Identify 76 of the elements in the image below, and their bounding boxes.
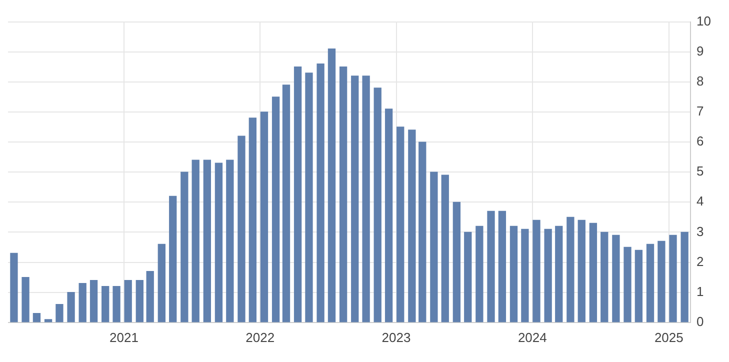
y-tick-label: 4 [696,194,704,209]
bar [418,142,426,322]
bar [464,232,472,322]
bar [180,172,188,322]
y-tick-label: 8 [696,74,704,88]
bar [56,304,64,322]
x-tick-label: 2025 [654,330,684,345]
bar [408,130,416,322]
bar [476,226,484,322]
x-tick-label: 2021 [110,330,138,345]
bar [32,313,41,322]
bar [498,210,506,322]
bar [441,174,449,322]
bar [22,276,30,322]
y-tick-label: 6 [696,134,704,149]
bar [294,66,302,322]
bar [555,226,563,322]
y-tick-label: 9 [696,43,704,58]
bar [146,270,154,322]
bar [680,232,688,322]
bar [612,234,620,322]
bar [124,280,132,322]
bar [328,48,336,322]
bar [316,64,324,322]
bar [351,76,359,322]
bar [487,210,495,322]
bar [90,280,98,322]
bar [658,240,666,322]
bar [362,76,370,322]
bar [136,280,144,322]
bar [430,172,438,322]
y-tick-label: 2 [696,254,704,269]
bar [521,228,529,322]
bar [578,220,586,322]
bar [260,112,268,322]
bar [78,282,86,322]
y-tick-label: 7 [696,104,704,119]
bar [384,108,393,322]
y-tick-label: 1 [696,284,704,299]
bar [624,246,632,322]
bar [44,319,52,322]
bar [510,226,518,322]
bar [374,88,382,322]
bar [203,160,211,322]
bar [669,234,677,322]
bar [226,160,234,322]
bar [589,222,598,322]
bar [452,202,461,322]
bar [272,96,280,322]
bar [396,126,404,322]
bar [544,228,552,322]
x-tick-label: 2024 [518,330,547,345]
bar [192,160,200,322]
bar [238,136,246,322]
bar [646,244,654,322]
bar [169,196,177,322]
y-tick-label: 10 [696,13,712,28]
bar [339,66,348,322]
y-tick-label: 3 [696,224,704,239]
x-tick-label: 2022 [246,330,275,345]
bar [10,252,18,322]
bar [214,162,223,322]
bar [532,220,540,322]
y-tick-label: 5 [696,164,704,179]
bar [566,216,574,322]
x-tick-label: 2023 [382,330,411,345]
bar [67,292,75,322]
bar [248,118,256,322]
bar [102,286,110,322]
bar [282,84,290,322]
bar [158,244,166,322]
y-tick-label: 0 [696,314,704,329]
bar [634,250,643,322]
bar [112,286,120,322]
bar [600,232,608,322]
bar [305,72,313,322]
